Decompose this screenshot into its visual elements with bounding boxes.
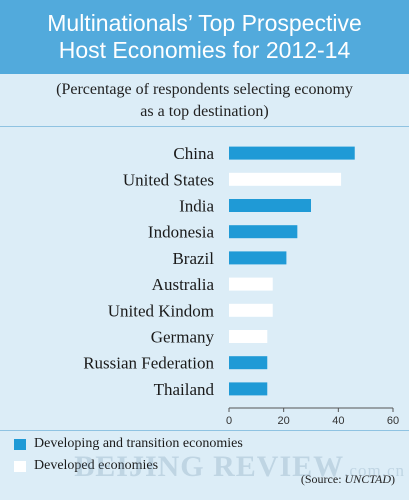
bar-united-kindom bbox=[229, 303, 273, 317]
chart-subtitle: (Percentage of respondents selecting eco… bbox=[0, 79, 409, 123]
bar-china bbox=[229, 146, 355, 160]
bar-chart: China United States India Indonesia Brazil Au… bbox=[83, 144, 399, 427]
category-label: Germany bbox=[151, 328, 215, 347]
category-label: United Kindom bbox=[108, 301, 214, 320]
bar-thailand bbox=[229, 382, 268, 396]
bar-brazil bbox=[229, 251, 287, 265]
x-tick-label: 20 bbox=[278, 415, 290, 427]
bar-indonesia bbox=[229, 225, 298, 239]
category-label: Indonesia bbox=[148, 223, 215, 242]
category-label: United States bbox=[123, 170, 214, 189]
x-tick-label: 40 bbox=[332, 415, 344, 427]
watermark-logo: BEIJING REVIEW.com.cn bbox=[74, 450, 405, 483]
bar-australia bbox=[229, 277, 273, 291]
top-divider bbox=[0, 126, 409, 127]
legend-item-developing: Developing and transition economies bbox=[14, 436, 243, 452]
legend-label-developed: Developed economies bbox=[34, 458, 159, 473]
legend-label-developing: Developing and transition economies bbox=[34, 436, 243, 451]
title-line-2: Host Economies for 2012-14 bbox=[58, 37, 351, 63]
legend-swatch-developed bbox=[14, 460, 26, 472]
subtitle-line-2: as a top destination) bbox=[140, 103, 269, 120]
category-label: India bbox=[179, 197, 214, 216]
category-label: Thailand bbox=[154, 380, 215, 399]
source-note: (Source: UNCTAD) bbox=[300, 472, 395, 486]
category-label: China bbox=[173, 144, 214, 163]
x-tick-label: 0 bbox=[226, 415, 232, 427]
subtitle-line-1: (Percentage of respondents selecting eco… bbox=[56, 81, 353, 98]
bar-russian-federation bbox=[229, 356, 268, 370]
title-line-1: Multinationals’ Top Prospective bbox=[47, 10, 362, 36]
category-label: Russian Federation bbox=[83, 354, 214, 373]
x-tick-label: 60 bbox=[387, 415, 399, 427]
bar-india bbox=[229, 199, 311, 212]
bottom-divider bbox=[0, 430, 409, 431]
legend-item-developed: Developed economies bbox=[14, 458, 158, 474]
legend-swatch-developing bbox=[14, 438, 26, 450]
chart-title: Multinationals’ Top Prospective Host Eco… bbox=[0, 0, 409, 74]
category-label: Brazil bbox=[172, 249, 214, 268]
category-label: Australia bbox=[152, 275, 215, 294]
source-name: UNCTAD bbox=[344, 472, 391, 486]
bar-united-states bbox=[229, 172, 342, 186]
bar-germany bbox=[229, 330, 268, 343]
